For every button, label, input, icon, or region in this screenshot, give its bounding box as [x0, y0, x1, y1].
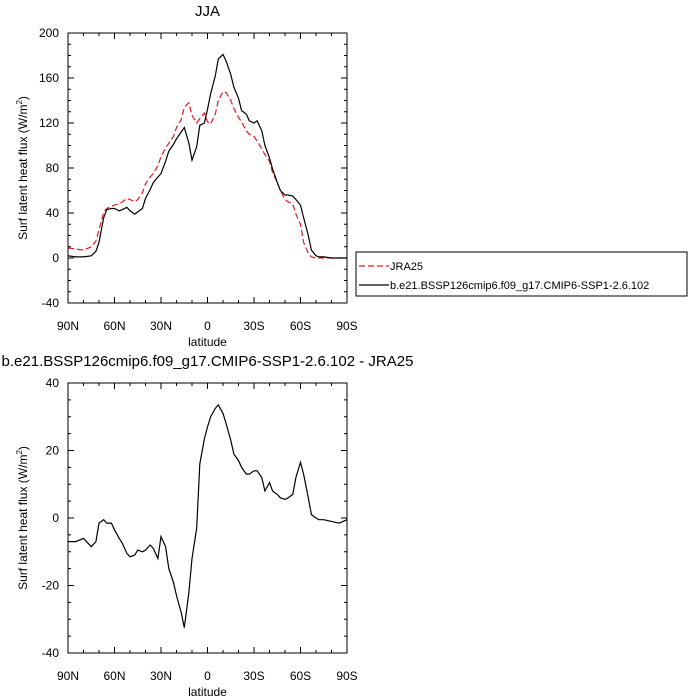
x-tick-label: 90N [57, 669, 79, 683]
x-tick-label: 30N [150, 669, 172, 683]
y-tick-label: 80 [46, 161, 60, 175]
axis-ticks: 90N 60N 30N 0 30S 60S 90S -40 -20 0 20 40 [42, 376, 358, 683]
x-tick-label: 0 [204, 319, 211, 333]
y-tick-label: 0 [52, 511, 59, 525]
x-tick-label: 90N [57, 319, 79, 333]
x-tick-label: 60S [290, 669, 311, 683]
series-lines [68, 403, 348, 628]
x-axis-label: latitude [188, 685, 227, 699]
series-lines [67, 53, 347, 259]
y-tick-label: -40 [42, 646, 60, 660]
y-tick-label: -40 [42, 296, 60, 310]
x-tick-label: 30S [243, 669, 264, 683]
y-axis-label-superscript: 2 [15, 450, 24, 455]
x-tick-label: 30S [243, 319, 264, 333]
y-axis-label-close: ) [16, 96, 30, 100]
x-tick-label: 60N [103, 319, 125, 333]
y-axis-label-close: ) [16, 446, 30, 450]
legend-label-model: b.e21.BSSP126cmip6.f09_g17.CMIP6-SSP1-2.… [390, 280, 649, 292]
x-tick-label: 90S [336, 669, 357, 683]
y-tick-label: 160 [39, 71, 59, 85]
y-tick-label: 20 [46, 444, 60, 458]
y-axis-label-superscript: 2 [15, 100, 24, 105]
y-tick-label: 0 [52, 251, 59, 265]
panel-latent-heat-difference: b.e21.BSSP126cmip6.f09_g17.CMIP6-SSP1-2.… [2, 353, 414, 699]
axis-ticks: 90N 60N 30N 0 30S 60S 90S -40 0 40 80 120 160 200 [39, 26, 358, 333]
y-tick-label: 120 [39, 116, 59, 130]
y-tick-label: 40 [46, 206, 60, 220]
y-tick-label: 40 [46, 376, 60, 390]
y-axis-label-text: Surf latent heat flux (W/m [16, 105, 30, 240]
y-axis-label-text: Surf latent heat flux (W/m [16, 455, 30, 590]
x-tick-label: 60S [290, 319, 311, 333]
y-axis-label: Surf latent heat flux (W/m2) [15, 96, 30, 240]
series-line-jra25 [67, 90, 347, 259]
x-tick-label: 0 [204, 669, 211, 683]
y-axis-label: Surf latent heat flux (W/m2) [15, 446, 30, 590]
x-axis-label: latitude [188, 335, 227, 349]
legend: JRA25 b.e21.BSSP126cmip6.f09_g17.CMIP6-S… [355, 251, 688, 297]
legend-label-jra25: JRA25 [390, 261, 423, 273]
legend-box [355, 251, 688, 297]
chart-title: JJA [195, 3, 220, 20]
plot-frame [67, 32, 348, 304]
x-tick-label: 30N [150, 319, 172, 333]
x-tick-label: 90S [336, 319, 357, 333]
y-tick-label: 200 [39, 26, 59, 40]
panel-latent-heat-jja: JJA Surf latent heat flux (W/m2) latitud… [15, 3, 358, 349]
plot-frame [67, 382, 348, 654]
y-tick-label: -20 [42, 579, 60, 593]
series-line-model [67, 53, 347, 259]
series-line-difference [68, 403, 348, 628]
chart-title: b.e21.BSSP126cmip6.f09_g17.CMIP6-SSP1-2.… [2, 353, 414, 370]
x-tick-label: 60N [103, 669, 125, 683]
